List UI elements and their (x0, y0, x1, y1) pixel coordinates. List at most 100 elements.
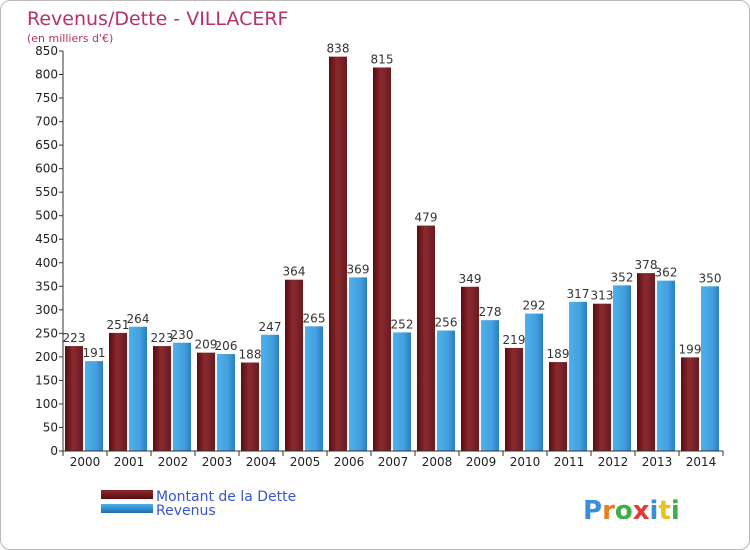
bars-group: 2231912512642232302092061882473642658383… (63, 42, 722, 452)
y-tick-label: 850 (35, 44, 58, 58)
data-label-revenus: 369 (347, 262, 370, 276)
data-label-revenus: 317 (567, 287, 590, 301)
bar-revenus (261, 334, 279, 451)
data-label-dette: 251 (107, 318, 130, 332)
x-tick-label: 2011 (554, 455, 585, 469)
bar-revenus (481, 320, 499, 451)
data-label-dette: 378 (635, 258, 658, 272)
legend: Montant de la Dette Revenus (101, 489, 296, 519)
data-label-revenus: 206 (215, 339, 238, 353)
y-tick-label: 100 (35, 397, 58, 411)
bar-revenus (393, 332, 411, 451)
bar-revenus (305, 326, 323, 451)
data-label-revenus: 352 (611, 270, 634, 284)
bar-dette (373, 67, 391, 452)
x-tick-label: 2002 (158, 455, 189, 469)
bar-dette (549, 362, 567, 451)
data-label-dette: 364 (283, 265, 306, 279)
x-tick-label: 2006 (334, 455, 365, 469)
bar-dette (637, 273, 655, 451)
data-label-dette: 349 (459, 272, 482, 286)
x-axis: 2000 2001 2002 2003 2004 2005 2006 2007 2008 2009… (62, 450, 724, 469)
chart-title: Revenus/Dette - VILLACERF (27, 8, 288, 30)
bar-revenus (85, 361, 103, 451)
bar-dette (285, 279, 303, 451)
y-tick-label: 550 (35, 185, 58, 199)
y-tick-label: 350 (35, 279, 58, 293)
data-label-revenus: 247 (259, 320, 282, 334)
y-tick-label: 650 (35, 138, 58, 152)
data-label-revenus: 292 (523, 299, 546, 313)
bar-revenus (525, 313, 543, 451)
bar-dette (593, 303, 611, 451)
y-tick-label: 450 (35, 232, 58, 246)
bar-dette (461, 286, 479, 451)
bar-revenus (173, 342, 191, 451)
data-label-revenus: 264 (127, 312, 150, 326)
bar-dette (505, 347, 523, 451)
data-label-revenus: 191 (83, 346, 106, 360)
data-label-dette: 189 (547, 347, 570, 361)
legend-swatch-revenus (101, 504, 153, 513)
x-tick-label: 2009 (466, 455, 497, 469)
bar-dette (241, 362, 259, 451)
y-tick-label: 600 (35, 162, 58, 176)
data-label-dette: 815 (371, 52, 394, 66)
bar-revenus (569, 301, 587, 451)
data-label-revenus: 256 (435, 316, 458, 330)
bar-dette (329, 56, 347, 451)
x-tick-label: 2004 (246, 455, 277, 469)
x-tick-label: 2008 (422, 455, 453, 469)
data-label-dette: 188 (239, 348, 262, 362)
data-label-dette: 209 (195, 338, 218, 352)
data-label-revenus: 278 (479, 305, 502, 319)
y-tick-label: 0 (50, 444, 58, 458)
bar-revenus (613, 285, 631, 451)
data-label-dette: 313 (591, 289, 614, 303)
y-tick-label: 800 (35, 68, 58, 82)
bar-revenus (701, 286, 719, 451)
bar-dette (65, 346, 83, 451)
bar-dette (681, 357, 699, 451)
data-label-revenus: 362 (655, 266, 678, 280)
y-tick-label: 500 (35, 209, 58, 223)
y-tick-label: 300 (35, 303, 58, 317)
data-label-dette: 199 (679, 342, 702, 356)
svg-text:Proxiti: Proxiti (583, 496, 680, 526)
data-label-dette: 838 (327, 42, 350, 56)
y-tick-label: 50 (43, 420, 58, 434)
y-tick-label: 200 (35, 350, 58, 364)
data-label-revenus: 252 (391, 317, 414, 331)
bar-dette (197, 352, 215, 451)
proxiti-logo: Proxiti (583, 496, 680, 526)
x-tick-label: 2000 (70, 455, 101, 469)
bar-dette (153, 346, 171, 451)
x-tick-label: 2005 (290, 455, 321, 469)
y-tick-label: 700 (35, 115, 58, 129)
chart-subtitle: (en milliers d'€) (27, 32, 113, 45)
data-label-dette: 219 (503, 333, 526, 347)
y-axis: 0 50 100 150 200 250 300 350 400 450 500 550 600 650 7… (35, 44, 64, 458)
legend-label-revenus: Revenus (156, 503, 216, 519)
x-tick-label: 2007 (378, 455, 409, 469)
bar-revenus (437, 330, 455, 451)
x-tick-label: 2014 (686, 455, 717, 469)
y-tick-label: 250 (35, 326, 58, 340)
data-label-dette: 223 (63, 331, 86, 345)
y-tick-label: 750 (35, 91, 58, 105)
data-label-revenus: 350 (699, 271, 722, 285)
bar-revenus (349, 277, 367, 451)
data-label-dette: 223 (151, 331, 174, 345)
data-label-dette: 479 (415, 211, 438, 225)
bar-revenus (217, 354, 235, 451)
x-tick-label: 2003 (202, 455, 233, 469)
bar-revenus (129, 326, 147, 451)
bar-dette (109, 332, 127, 451)
x-tick-label: 2012 (598, 455, 629, 469)
x-tick-label: 2013 (642, 455, 673, 469)
bar-revenus (657, 280, 675, 451)
data-label-revenus: 265 (303, 311, 326, 325)
y-tick-label: 400 (35, 256, 58, 270)
